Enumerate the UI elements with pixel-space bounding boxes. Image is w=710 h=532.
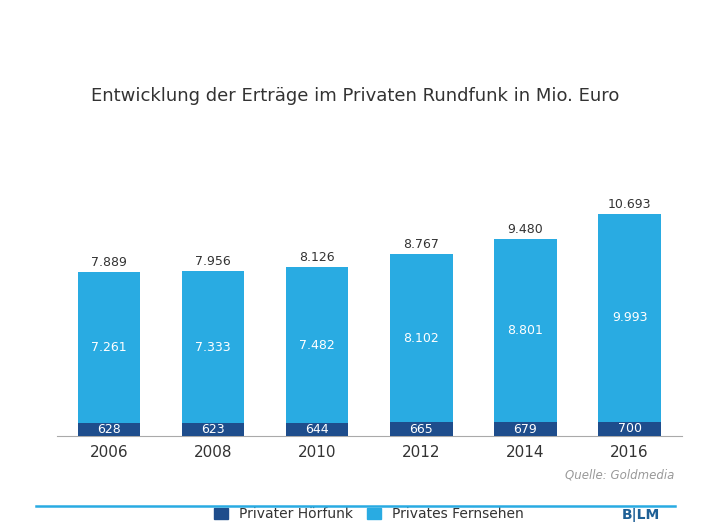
Text: 679: 679	[513, 423, 537, 436]
Bar	[77, 423, 140, 436]
Bar	[599, 422, 661, 436]
Text: 628: 628	[97, 423, 121, 436]
Bar	[390, 254, 452, 422]
Bar	[494, 239, 557, 422]
Text: B|LM: B|LM	[622, 509, 660, 522]
Text: 7.889: 7.889	[91, 256, 127, 269]
Text: 623: 623	[201, 423, 225, 436]
Text: 700: 700	[618, 422, 642, 436]
Bar	[182, 271, 244, 423]
Text: 8.801: 8.801	[508, 324, 543, 337]
Text: 644: 644	[305, 423, 329, 436]
Text: Entwicklung der Erträge im Privaten Rundfunk in Mio. Euro: Entwicklung der Erträge im Privaten Rund…	[91, 87, 619, 105]
Text: 7.956: 7.956	[195, 255, 231, 268]
Bar	[182, 423, 244, 436]
Bar	[286, 423, 349, 436]
Text: 8.102: 8.102	[403, 332, 439, 345]
Bar	[286, 268, 349, 423]
Bar	[77, 272, 140, 423]
Text: 8.767: 8.767	[403, 238, 439, 251]
Text: 7.333: 7.333	[195, 340, 231, 354]
Text: Quelle: Goldmedia: Quelle: Goldmedia	[565, 469, 674, 481]
Text: 665: 665	[410, 423, 433, 436]
Text: 8.126: 8.126	[300, 251, 335, 264]
Bar	[599, 214, 661, 422]
Text: 7.261: 7.261	[91, 341, 126, 354]
Text: 10.693: 10.693	[608, 198, 651, 211]
Legend: Privater Hörfunk, Privates Fernsehen: Privater Hörfunk, Privates Fernsehen	[209, 502, 530, 527]
Text: 9.993: 9.993	[612, 311, 648, 325]
Text: 9.480: 9.480	[508, 223, 543, 236]
Text: 7.482: 7.482	[299, 338, 335, 352]
Bar	[494, 422, 557, 436]
Bar	[390, 422, 452, 436]
